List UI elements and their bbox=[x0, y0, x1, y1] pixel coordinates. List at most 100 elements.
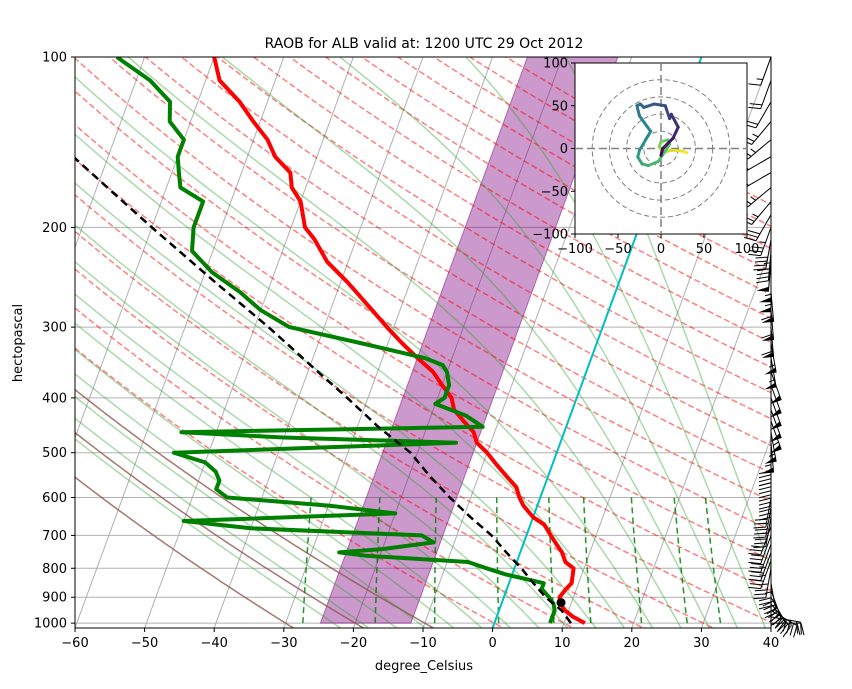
wind-barb bbox=[764, 432, 776, 464]
barb-full bbox=[759, 487, 771, 490]
y-tick-label: 100 bbox=[42, 51, 67, 66]
barb-half bbox=[765, 465, 771, 467]
y-tick-label: 600 bbox=[42, 491, 67, 506]
x-tick-label: −20 bbox=[340, 636, 367, 651]
barb-full bbox=[746, 234, 758, 237]
wind-barb bbox=[744, 102, 771, 128]
barb-full bbox=[748, 107, 760, 108]
hodograph-x-tick-label: 0 bbox=[657, 242, 665, 257]
hodograph-y-tick-label: −100 bbox=[532, 228, 568, 243]
barb-flag bbox=[764, 383, 776, 390]
wind-barb bbox=[748, 552, 771, 580]
barb-flag bbox=[759, 307, 771, 312]
x-tick-label: −50 bbox=[131, 636, 158, 651]
barb-full bbox=[750, 559, 762, 560]
hodograph-segment bbox=[654, 104, 665, 106]
barb-full bbox=[759, 502, 771, 505]
barb-full bbox=[746, 121, 758, 124]
barb-flag bbox=[759, 297, 771, 302]
barb-full bbox=[750, 576, 762, 577]
hodograph-segment bbox=[661, 149, 663, 156]
barb-full bbox=[748, 562, 760, 563]
barb-full bbox=[757, 277, 769, 279]
wind-barb bbox=[761, 327, 773, 358]
barb-half bbox=[751, 197, 756, 201]
y-tick-label: 700 bbox=[42, 529, 67, 544]
barb-full bbox=[757, 273, 769, 275]
barb-full bbox=[750, 550, 762, 551]
barb-half bbox=[765, 592, 771, 594]
barb-full bbox=[750, 584, 762, 585]
hodograph-x-tick-label: 100 bbox=[735, 242, 760, 257]
barb-flag bbox=[764, 368, 776, 375]
barb-full bbox=[759, 483, 771, 486]
hodograph-y-tick-label: −50 bbox=[541, 185, 568, 200]
barb-full bbox=[755, 590, 767, 591]
y-axis-label: hectopascal bbox=[11, 304, 26, 382]
wind-barb bbox=[764, 343, 776, 375]
barb-full bbox=[753, 598, 765, 599]
barb-staff bbox=[761, 57, 771, 85]
wind-barb bbox=[748, 526, 771, 554]
hodograph-y-tick-label: 50 bbox=[551, 99, 568, 114]
barb-flag bbox=[764, 457, 776, 464]
barb-full bbox=[748, 587, 760, 588]
barb-full bbox=[754, 594, 766, 595]
x-tick-label: 10 bbox=[554, 636, 571, 651]
y-tick-label: 900 bbox=[42, 591, 67, 606]
hodograph-y-tick-label: 100 bbox=[543, 57, 568, 72]
isotherm-band bbox=[320, 57, 618, 623]
barb-half bbox=[751, 149, 756, 153]
mixing-ratio-line bbox=[584, 498, 591, 624]
barb-full bbox=[754, 533, 766, 534]
barb-full bbox=[753, 537, 765, 538]
barb-staff bbox=[745, 157, 771, 172]
hodograph-x-tick-label: −100 bbox=[557, 242, 593, 257]
barb-full bbox=[759, 479, 771, 482]
barb-half bbox=[759, 242, 765, 243]
barb-half bbox=[773, 442, 778, 445]
barb-staff bbox=[771, 343, 776, 373]
hodograph-y-tick-label: 0 bbox=[560, 142, 568, 157]
barb-full bbox=[755, 539, 767, 540]
chart-title: RAOB for ALB valid at: 1200 UTC 29 Oct 2… bbox=[265, 36, 584, 52]
barb-staff bbox=[745, 173, 771, 188]
x-tick-label: −60 bbox=[61, 636, 88, 651]
wind-barb bbox=[748, 57, 771, 85]
x-tick-label: 40 bbox=[763, 636, 780, 651]
barb-full bbox=[748, 571, 760, 572]
y-tick-label: 400 bbox=[42, 391, 67, 406]
lcl-point bbox=[557, 598, 566, 607]
y-tick-label: 800 bbox=[42, 562, 67, 577]
barb-half bbox=[765, 304, 771, 306]
wind-barb bbox=[761, 292, 773, 323]
barb-full bbox=[750, 104, 762, 105]
hodograph-segment bbox=[671, 150, 682, 151]
x-tick-label: 30 bbox=[693, 636, 710, 651]
y-tick-label: 200 bbox=[42, 221, 67, 236]
x-tick-label: −10 bbox=[409, 636, 436, 651]
x-tick-label: 0 bbox=[488, 636, 496, 651]
isotherm-gridline bbox=[764, 31, 852, 646]
barb-full bbox=[753, 547, 765, 548]
barb-staff bbox=[752, 122, 771, 145]
barb-full bbox=[794, 626, 797, 638]
barb-half bbox=[765, 294, 771, 296]
barb-full bbox=[759, 491, 771, 494]
barb-full bbox=[759, 475, 771, 478]
barb-half bbox=[753, 134, 759, 137]
barb-full bbox=[751, 555, 763, 556]
x-tick-label: 20 bbox=[624, 636, 641, 651]
barb-half bbox=[757, 79, 763, 80]
hodograph-x-tick-label: 50 bbox=[696, 242, 713, 257]
x-tick-label: −30 bbox=[270, 636, 297, 651]
barb-full bbox=[756, 257, 768, 258]
barb-full bbox=[748, 230, 760, 233]
hodograph-x-tick-label: −50 bbox=[604, 242, 631, 257]
barb-full bbox=[748, 84, 760, 85]
x-tick-label: −40 bbox=[200, 636, 227, 651]
y-tick-label: 1000 bbox=[34, 617, 67, 632]
x-axis-label: degree_Celsius bbox=[375, 659, 473, 674]
mixing-ratio-line bbox=[706, 498, 721, 624]
